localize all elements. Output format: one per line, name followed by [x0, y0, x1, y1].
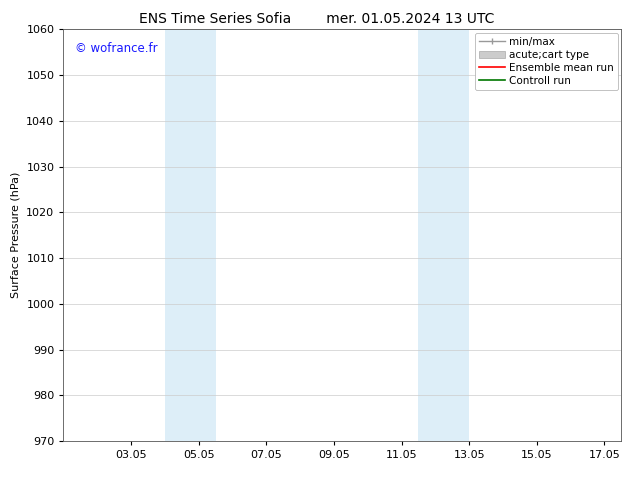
Y-axis label: Surface Pressure (hPa): Surface Pressure (hPa)	[11, 172, 21, 298]
Text: © wofrance.fr: © wofrance.fr	[75, 42, 157, 55]
Bar	[165, 29, 216, 441]
Bar	[418, 29, 469, 441]
Text: ENS Time Series Sofia        mer. 01.05.2024 13 UTC: ENS Time Series Sofia mer. 01.05.2024 13…	[139, 12, 495, 26]
Legend: min/max, acute;cart type, Ensemble mean run, Controll run: min/max, acute;cart type, Ensemble mean …	[475, 32, 618, 90]
